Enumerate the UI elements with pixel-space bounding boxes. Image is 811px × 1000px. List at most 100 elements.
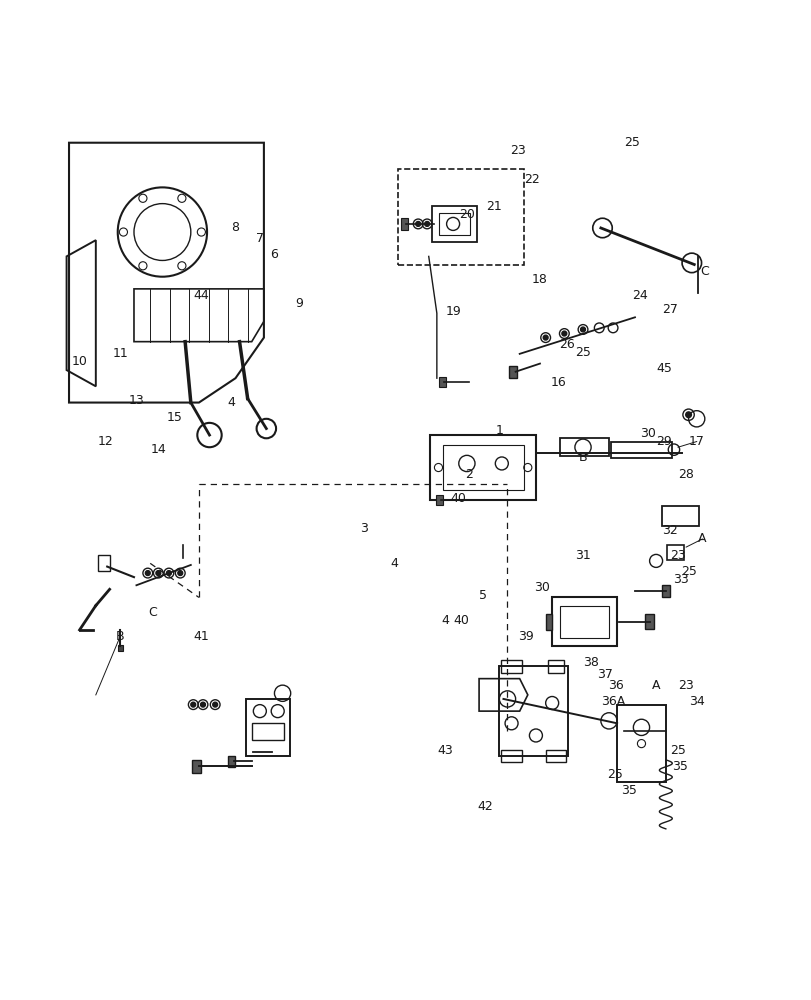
Text: 5: 5 [478,589,487,602]
Bar [610,442,671,458]
Text: 21: 21 [485,200,501,213]
Text: 43: 43 [436,744,453,757]
Text: 3: 3 [359,522,367,535]
Text: 18: 18 [531,273,547,286]
Bar [560,438,608,456]
Text: 42: 42 [477,800,493,813]
Text: 45: 45 [655,362,672,375]
Circle shape [156,571,161,576]
Circle shape [424,221,429,226]
Text: 25: 25 [607,768,623,781]
Bar [508,366,517,378]
Circle shape [200,702,205,707]
Text: 38: 38 [582,656,599,669]
Text: 26: 26 [558,338,574,351]
Circle shape [212,702,217,707]
Bar [228,756,234,767]
Text: 8: 8 [231,221,239,234]
Text: A: A [697,532,706,545]
Text: 29: 29 [655,435,672,448]
Text: A: A [651,679,659,692]
Text: B: B [116,630,124,643]
Bar [667,545,683,560]
Bar [616,705,665,782]
Bar [192,760,200,773]
Text: 7: 7 [255,232,264,245]
Text: 28: 28 [677,468,693,481]
Text: 30: 30 [639,427,655,440]
Bar [97,555,110,571]
Bar [560,606,608,638]
Bar [442,445,523,490]
Text: 44: 44 [193,289,209,302]
Text: 23: 23 [669,549,685,562]
Bar [118,645,122,651]
Bar [644,614,654,629]
Text: 39: 39 [517,630,534,643]
Text: 36: 36 [607,679,623,692]
Text: 35: 35 [620,784,637,797]
Text: C: C [148,606,157,619]
Bar [251,723,284,740]
Circle shape [543,335,547,340]
Text: 37: 37 [596,668,612,681]
Text: 34: 34 [688,695,704,708]
Bar [546,750,566,762]
Text: 14: 14 [150,443,166,456]
Bar [401,218,407,230]
Text: 27: 27 [661,303,677,316]
Text: B: B [578,451,586,464]
Bar [661,506,697,526]
Text: 4: 4 [227,396,235,409]
Text: 4: 4 [440,614,448,627]
Circle shape [166,571,171,576]
Bar [430,435,535,500]
Text: 25: 25 [669,744,685,757]
Text: 17: 17 [688,435,704,448]
Bar [397,169,523,265]
Text: 35: 35 [672,760,688,773]
Circle shape [684,412,690,418]
Text: 10: 10 [71,355,88,368]
Text: 41: 41 [193,630,209,643]
Bar [501,660,521,673]
Text: 31: 31 [574,549,590,562]
Circle shape [415,221,420,226]
Text: 4: 4 [389,557,397,570]
Text: 22: 22 [523,173,539,186]
Bar [545,614,551,630]
Text: 23: 23 [677,679,693,692]
Text: 15: 15 [166,411,182,424]
Text: 40: 40 [453,614,469,627]
Circle shape [191,702,195,707]
Bar [431,206,477,242]
Text: 25: 25 [574,346,590,359]
Text: 33: 33 [672,573,688,586]
Circle shape [178,571,182,576]
Text: 1: 1 [495,424,503,437]
Bar [661,585,669,597]
Text: C: C [700,265,708,278]
Text: 25: 25 [623,136,639,149]
Text: 16: 16 [550,376,566,389]
Text: 23: 23 [509,144,526,157]
Bar [436,495,442,505]
Text: 30: 30 [534,581,550,594]
Bar [501,750,521,762]
Text: 13: 13 [128,394,144,407]
Bar [439,213,470,235]
Text: 40: 40 [450,492,466,505]
Text: 9: 9 [294,297,303,310]
Circle shape [145,571,150,576]
Bar [547,660,564,673]
Text: 25: 25 [680,565,696,578]
Circle shape [561,331,566,336]
Text: 12: 12 [97,435,114,448]
Bar [439,377,445,387]
Text: 36A: 36A [600,695,624,708]
Text: 11: 11 [112,347,128,360]
Text: 24: 24 [631,289,647,302]
Bar [245,699,290,756]
Text: 20: 20 [458,208,474,221]
Text: 32: 32 [661,524,677,537]
